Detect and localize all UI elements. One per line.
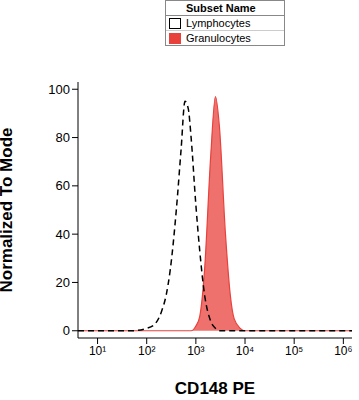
svg-text:60: 60 (56, 178, 70, 193)
svg-text:10⁶: 10⁶ (334, 344, 351, 358)
svg-text:10³: 10³ (187, 344, 204, 358)
svg-text:20: 20 (56, 275, 70, 290)
svg-text:10¹: 10¹ (89, 344, 106, 358)
html-text:Lymphocytes: Lymphocytes (186, 17, 251, 29)
svg-text:10²: 10² (138, 344, 155, 358)
html-text:Granulocytes: Granulocytes (186, 32, 251, 44)
svg-text:Normalized To Mode: Normalized To Mode (8, 128, 16, 293)
svg-text:100: 100 (48, 82, 70, 97)
svg-text:10⁴: 10⁴ (236, 344, 255, 358)
svg-text:0: 0 (63, 323, 70, 338)
svg-text:40: 40 (56, 227, 70, 242)
svg-text:80: 80 (56, 130, 70, 145)
svg-text:CD148 PE: CD148 PE (175, 379, 255, 398)
svg-text:10⁵: 10⁵ (285, 344, 303, 358)
html-text:Subset Name: Subset Name (186, 2, 256, 14)
